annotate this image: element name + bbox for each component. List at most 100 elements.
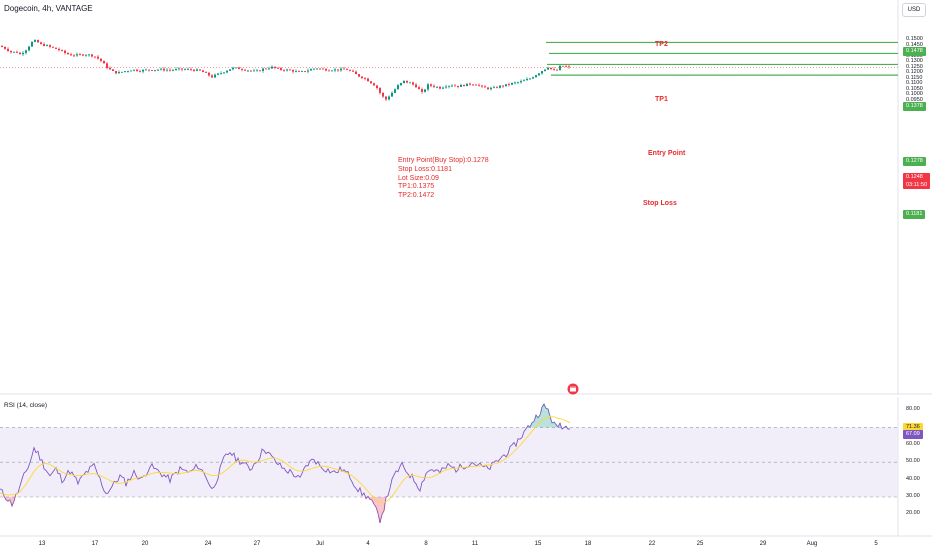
candle-body [25, 50, 27, 53]
candle-body [400, 82, 402, 86]
candle-body [337, 69, 339, 71]
candle-body [484, 86, 486, 88]
candle-body [211, 75, 213, 78]
time-axis-tick: 22 [648, 541, 656, 547]
candle-body [418, 87, 420, 90]
price-axis-tick: 0.1150 [906, 74, 923, 81]
candle-body [79, 54, 81, 56]
candle-body [214, 74, 216, 78]
candle-body [490, 87, 492, 90]
candle-body [175, 69, 177, 70]
candle-body [508, 84, 510, 86]
rsi-ma-line [0, 416, 571, 503]
candle-body [268, 68, 270, 70]
trade-note-line: TP1:0.1375 [398, 183, 435, 191]
price-chart[interactable] [0, 0, 932, 395]
candle-body [136, 69, 138, 72]
time-axis-tick: 5 [874, 541, 878, 547]
tp1-label: TP1 [655, 96, 668, 103]
candle-body [562, 65, 564, 67]
candle-body [367, 78, 369, 82]
candle-body [535, 75, 537, 78]
candle-body [247, 70, 249, 72]
candle-body [382, 92, 384, 97]
candle-body [430, 84, 432, 86]
candle-body [274, 66, 276, 68]
candle-body [241, 69, 243, 70]
candle-body [43, 44, 45, 46]
rsi-value-tag: 71.36 [903, 423, 923, 432]
tp1-price-tag: 0.1378 [903, 102, 926, 111]
candle-body [193, 69, 195, 71]
price-axis-tick: 0.1200 [906, 69, 923, 75]
candle-body [391, 92, 393, 97]
time-axis-tick: 11 [471, 541, 479, 547]
candle-body [235, 67, 237, 69]
candle-body [67, 53, 69, 55]
candle-body [505, 84, 507, 87]
rsi-panel[interactable] [0, 397, 932, 537]
candle-body [19, 52, 21, 55]
candle-body [229, 69, 231, 71]
candle-body [28, 46, 30, 51]
candle-body [145, 69, 147, 71]
candle-body [208, 72, 210, 76]
candle-body [397, 85, 399, 90]
candle-body [544, 69, 546, 72]
candle-body [403, 80, 405, 83]
candle-body [559, 65, 561, 71]
candle-body [325, 68, 327, 71]
candle-body [259, 70, 261, 72]
candle-body [262, 68, 264, 71]
candle-body [304, 71, 306, 72]
price-axis-tick: 0.0950 [906, 96, 923, 103]
candle-body [538, 73, 540, 76]
candle-body [553, 68, 555, 70]
candle-body [541, 71, 543, 74]
candle-body [13, 51, 15, 53]
rsi-axis-tick: 40.00 [906, 475, 920, 482]
stop-price-tag: 0.1181 [903, 210, 926, 219]
candle-body [91, 54, 93, 57]
rsi-axis-tick: 20.00 [906, 510, 920, 517]
rsi-axis-tick: 60.00 [906, 440, 920, 447]
candle-body [529, 78, 531, 80]
candle-body [202, 70, 204, 73]
candle-body [244, 69, 246, 71]
candle-body [526, 79, 528, 81]
candle-body [523, 80, 525, 82]
candle-body [298, 71, 300, 72]
candle-body [532, 77, 534, 79]
candle-body [322, 68, 324, 70]
candle-countdown: 03:11:50 [906, 182, 928, 188]
candle-body [295, 71, 297, 72]
candle-body [277, 67, 279, 69]
trade-note: Entry Point(Buy Stop):0.1278 Stop Loss:0… [398, 157, 489, 201]
time-axis-tick: Aug [806, 541, 818, 547]
candle-body [550, 67, 552, 69]
candle-body [88, 54, 90, 56]
tp2-price-tag: 0.1478 [903, 47, 926, 56]
candle-body [448, 85, 450, 87]
candle-body [343, 68, 345, 70]
candle-body [499, 85, 501, 88]
candle-body [565, 66, 567, 67]
trade-note-line: Entry Point(Buy Stop):0.1278 [398, 157, 489, 164]
candle-body [394, 89, 396, 93]
candle-body [220, 73, 222, 74]
candle-body [109, 67, 111, 70]
price-axis-tick: 0.1450 [906, 41, 923, 48]
candle-body [217, 73, 219, 75]
candle-body [22, 52, 24, 55]
chart-title: Dogecoin, 4h, VANTAGE [4, 4, 93, 13]
currency-button[interactable]: USD [902, 3, 926, 17]
candle-body [196, 69, 198, 71]
candle-body [331, 70, 333, 72]
candle-body [340, 68, 342, 71]
candle-body [199, 69, 201, 71]
candle-body [472, 84, 474, 86]
candle-body [310, 69, 312, 71]
candle-body [334, 69, 336, 71]
candle-body [37, 40, 39, 43]
economic-event-icon[interactable] [567, 383, 579, 395]
